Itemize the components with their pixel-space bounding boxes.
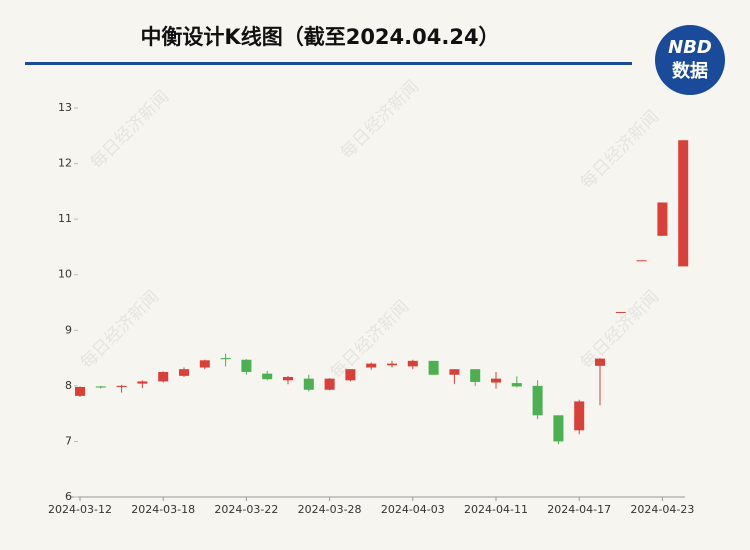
candle-body <box>324 378 335 390</box>
candle-body <box>553 415 564 442</box>
candle-body <box>95 386 106 388</box>
y-tick-label: 6 <box>65 490 72 503</box>
candle-body <box>657 202 668 236</box>
y-tick-label: 9 <box>65 323 72 336</box>
watermark: 每日经济新闻 <box>77 287 163 373</box>
y-tick-label: 7 <box>65 434 72 447</box>
x-tick-label: 2024-03-12 <box>48 503 112 516</box>
candle-body <box>615 311 626 313</box>
watermark: 每日经济新闻 <box>577 287 663 373</box>
candle-body <box>220 358 231 360</box>
candle-body <box>449 369 460 375</box>
watermark: 每日经济新闻 <box>577 107 663 193</box>
candle-body <box>75 386 85 396</box>
x-tick-label: 2024-04-11 <box>464 503 528 516</box>
logo-bottom: 数据 <box>672 60 708 82</box>
candle-body <box>428 360 439 375</box>
chart-title: 中衡设计K线图（截至2024.04.24） <box>140 25 499 49</box>
x-tick-label: 2024-03-28 <box>298 503 362 516</box>
candle-body <box>470 369 481 382</box>
candle-body <box>678 140 689 267</box>
y-tick-label: 8 <box>65 379 72 392</box>
x-tick-label: 2024-04-23 <box>630 503 694 516</box>
candle-body <box>241 359 252 372</box>
candle-body <box>158 371 169 382</box>
candle-body <box>532 385 543 416</box>
candle-body <box>491 378 501 383</box>
candle-body <box>137 381 148 384</box>
candle-body <box>595 358 605 366</box>
candle-body <box>387 363 397 366</box>
candle-body <box>262 373 273 380</box>
candle-body <box>511 383 522 387</box>
x-tick-label: 2024-03-22 <box>214 503 278 516</box>
candle-body <box>199 360 210 368</box>
candle-body <box>636 260 647 262</box>
candle-body <box>116 385 127 387</box>
watermark: 每日经济新闻 <box>337 77 423 163</box>
candle-body <box>283 376 293 381</box>
title-rule <box>25 62 632 65</box>
x-tick-label: 2024-04-17 <box>547 503 611 516</box>
logo-top: NBD <box>668 37 712 58</box>
y-tick-label: 12 <box>58 157 72 170</box>
logo <box>655 25 725 95</box>
y-tick-label: 10 <box>58 268 72 281</box>
candle-body <box>179 369 189 376</box>
watermark: 每日经济新闻 <box>327 297 413 383</box>
watermark: 每日经济新闻 <box>87 87 173 173</box>
candle-body <box>574 401 585 431</box>
candle-body <box>345 369 356 381</box>
candle-body <box>366 363 377 368</box>
candle-body <box>407 360 418 367</box>
candle-body <box>303 378 314 390</box>
y-tick-label: 13 <box>58 101 72 114</box>
x-tick-label: 2024-04-03 <box>381 503 445 516</box>
x-tick-label: 2024-03-18 <box>131 503 195 516</box>
y-tick-label: 11 <box>58 212 72 225</box>
